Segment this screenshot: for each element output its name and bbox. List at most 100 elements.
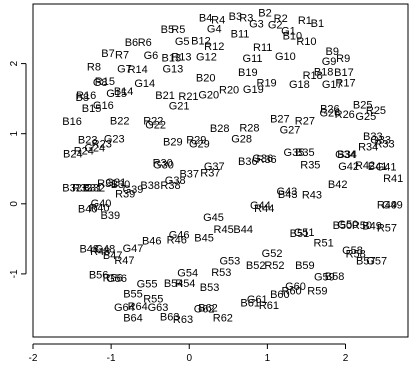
point-label: B55	[123, 289, 143, 301]
point-label: R59	[307, 286, 327, 298]
point-label: B7	[101, 48, 114, 60]
point-label: R22	[143, 115, 163, 127]
point-label: B24	[63, 148, 83, 160]
point-label: B13	[161, 52, 181, 64]
point-label: B2	[258, 7, 271, 19]
point-label: R41	[383, 173, 403, 185]
point-label: G47	[123, 243, 144, 255]
point-label: R45	[214, 224, 234, 236]
point-label: R34	[358, 141, 378, 153]
point-label: R16	[76, 90, 96, 102]
point-label: G5	[175, 36, 190, 48]
point-label: B22	[110, 115, 130, 127]
point-label: R44	[254, 203, 274, 215]
point-label: G23	[104, 134, 125, 146]
point-label: B44	[233, 224, 253, 236]
point-label: G32	[84, 183, 105, 195]
point-label: G48	[94, 244, 115, 256]
point-label: B61	[240, 298, 260, 310]
point-label: G36	[252, 153, 273, 165]
point-label: G7	[117, 63, 132, 75]
point-label: B42	[328, 179, 348, 191]
point-label: R19	[257, 78, 277, 90]
point-label: B11	[231, 28, 250, 40]
point-label: B16	[62, 116, 82, 128]
point-label: R36	[257, 154, 277, 166]
point-label: R32	[72, 183, 92, 195]
point-label: R51	[314, 237, 334, 249]
point-label: R29	[186, 134, 206, 146]
point-label: R12	[204, 41, 224, 53]
point-label: R62	[213, 312, 233, 324]
point-label: B51	[290, 228, 310, 240]
y-tick-label: 2	[9, 60, 20, 66]
point-label: B46	[142, 235, 162, 247]
point-label: R61	[259, 300, 279, 312]
point-label: B15	[82, 103, 102, 115]
point-label: G60	[285, 281, 306, 293]
point-label: G40	[91, 198, 112, 210]
point-label: B8	[75, 92, 88, 104]
point-label: R7	[115, 49, 129, 61]
point-label: B21	[155, 90, 175, 102]
point-label: R17	[335, 78, 355, 90]
point-label: G38	[165, 175, 186, 187]
y-tick-label: 0	[9, 201, 20, 207]
point-label: B52	[246, 260, 266, 272]
point-label: G52	[262, 248, 283, 260]
point-label: R60	[282, 286, 302, 298]
plot-frame	[32, 3, 409, 338]
point-label: G44	[250, 200, 271, 212]
point-label: B32	[62, 183, 82, 195]
point-label: B48	[79, 244, 99, 256]
point-label: G2	[268, 19, 283, 31]
point-label: R43	[302, 190, 322, 202]
point-label: G16	[93, 100, 114, 112]
point-label: R46	[167, 235, 187, 247]
point-label: B59	[295, 260, 315, 272]
point-label: R5	[171, 24, 185, 36]
x-tick-label: 2	[343, 353, 349, 364]
point-label: R18	[303, 70, 323, 82]
point-label: G21	[169, 101, 190, 113]
point-label: B43	[278, 189, 298, 201]
point-label: R40	[89, 202, 109, 214]
point-label: R10	[296, 36, 316, 48]
point-label: G49	[382, 200, 403, 212]
point-label: G43	[277, 186, 298, 198]
point-label: G17	[322, 79, 343, 91]
point-label: R14	[128, 64, 148, 76]
point-label: G20	[198, 89, 219, 101]
point-label: R8	[87, 61, 101, 73]
point-label: G26	[319, 108, 340, 120]
point-label: R38	[160, 180, 180, 192]
point-label: R55	[143, 293, 163, 305]
point-label: B4	[199, 12, 212, 24]
point-label: G42	[338, 161, 359, 173]
x-tick-label: -1	[107, 353, 116, 364]
y-tick-label: -1	[9, 269, 20, 278]
point-label: G55	[137, 279, 158, 291]
point-label: B9	[325, 46, 338, 58]
point-label: R9	[336, 53, 350, 65]
point-label: G46	[169, 230, 190, 242]
point-label: B27	[270, 113, 290, 125]
point-label: B64	[123, 312, 143, 324]
point-label: B35	[295, 147, 315, 159]
point-label: B26	[320, 103, 340, 115]
point-label: R53	[211, 267, 231, 279]
point-label: G63	[148, 302, 169, 314]
point-label: G27	[280, 124, 301, 136]
point-label: B34	[337, 149, 357, 161]
point-label: R52	[264, 260, 284, 272]
point-label: G13	[162, 63, 183, 75]
point-label: B12	[191, 35, 211, 47]
point-label: G35	[284, 147, 305, 159]
axes: -2 -1 0 1 2 -1 0 1 2	[9, 3, 409, 364]
point-label: G18	[289, 79, 310, 91]
point-label: B5	[161, 24, 174, 36]
point-label: R30	[153, 157, 173, 169]
point-label: G37	[204, 161, 225, 173]
point-label: R1	[298, 15, 312, 27]
x-tick-label: -2	[29, 353, 38, 364]
